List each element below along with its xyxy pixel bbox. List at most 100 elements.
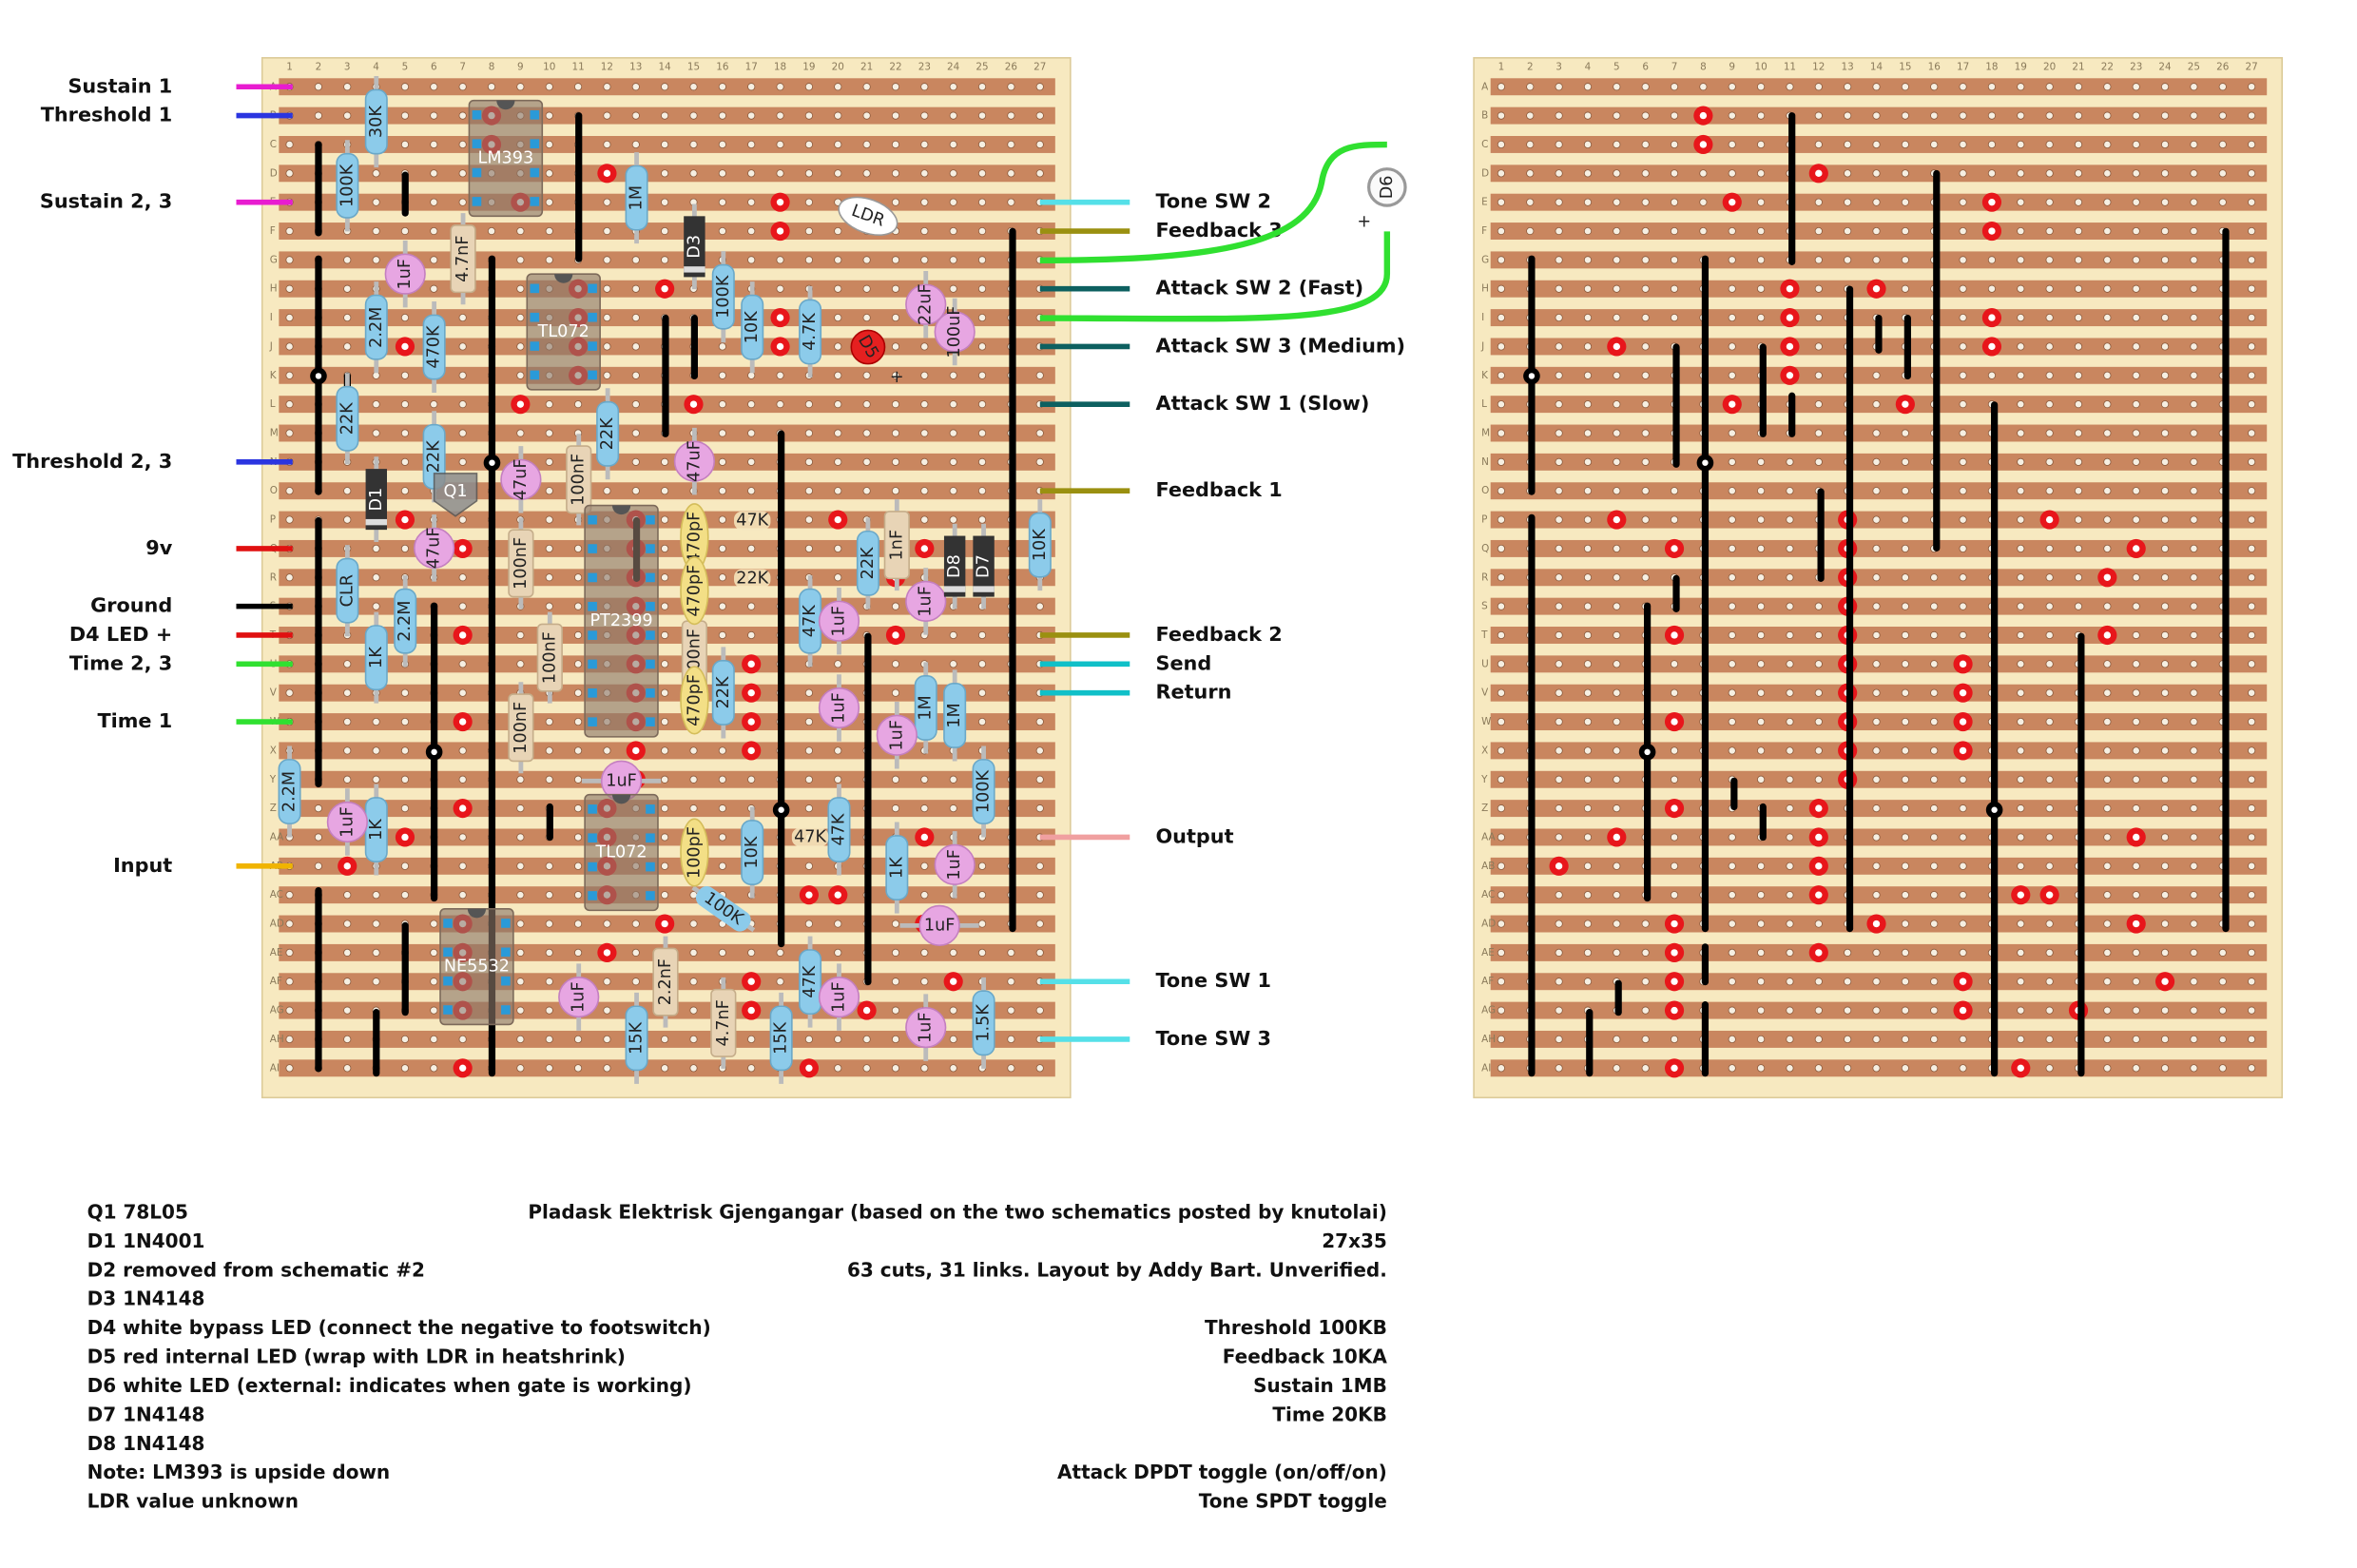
- component-label: 1K: [367, 819, 386, 841]
- hole: [1728, 833, 1736, 842]
- hole: [1007, 1064, 1015, 1073]
- component-label: 1K: [887, 857, 906, 879]
- hole: [1814, 602, 1823, 610]
- hole: [1728, 660, 1736, 668]
- hole: [2103, 891, 2112, 900]
- component-label: 100K: [338, 164, 357, 207]
- hole: [747, 602, 756, 610]
- hole: [661, 198, 669, 206]
- component-label: TL072: [594, 843, 647, 862]
- hole: [458, 457, 467, 466]
- diode-band: [684, 266, 705, 273]
- hole: [2160, 226, 2170, 236]
- wire-label: Attack SW 2 (Fast): [1155, 277, 1363, 300]
- hole: [1872, 169, 1881, 178]
- hole: [573, 1035, 583, 1044]
- ic-pad: [646, 891, 655, 900]
- hole: [458, 602, 467, 610]
- wire-label: Output: [1155, 824, 1233, 847]
- track-cut-hole: [1671, 1006, 1678, 1015]
- wire-label: Attack SW 1 (Slow): [1155, 392, 1369, 415]
- hole: [372, 602, 380, 610]
- hole: [573, 861, 583, 870]
- hole: [2132, 371, 2140, 379]
- ic-pad: [646, 717, 655, 726]
- hole: [1035, 602, 1044, 610]
- row-letter: M: [1481, 428, 1490, 439]
- hole: [2074, 140, 2083, 149]
- hole: [458, 573, 467, 582]
- electrolytic-capacitor: [905, 580, 947, 622]
- column-number: 16: [716, 61, 728, 72]
- hole: [2017, 717, 2025, 726]
- hole: [2103, 1035, 2112, 1044]
- wire-label: 9v: [145, 536, 172, 559]
- hole: [1583, 256, 1593, 264]
- hole: [487, 83, 496, 91]
- hole: [2103, 978, 2112, 986]
- hole: [977, 400, 987, 409]
- hole: [458, 1035, 467, 1044]
- hole: [2045, 861, 2054, 870]
- hole: [545, 457, 553, 466]
- hole: [400, 1035, 410, 1044]
- column-number: 7: [459, 61, 466, 72]
- hole: [776, 111, 784, 120]
- ic-pad: [588, 601, 597, 611]
- hole: [1959, 342, 1967, 351]
- hole: [400, 314, 410, 322]
- hole: [1583, 804, 1593, 813]
- hole: [747, 1064, 756, 1073]
- hole: [2132, 602, 2140, 610]
- resistor: [972, 990, 995, 1056]
- hole: [2248, 1064, 2256, 1073]
- hole: [977, 83, 987, 91]
- hole: [1583, 833, 1593, 842]
- hole: [1757, 573, 1766, 582]
- resistor: [799, 299, 822, 365]
- film-capacitor: [536, 623, 563, 692]
- hole: [1728, 515, 1736, 524]
- hole: [1497, 920, 1505, 928]
- ic-pad: [646, 601, 655, 611]
- hole: [2160, 342, 2170, 351]
- hole: [718, 573, 726, 582]
- hole: [949, 1035, 957, 1044]
- column-number: 20: [832, 61, 844, 72]
- hole: [631, 920, 640, 928]
- hole: [1844, 1035, 1852, 1044]
- ic-pad: [588, 312, 597, 322]
- wire-label: Tone SW 2: [1155, 190, 1270, 213]
- hole: [2103, 775, 2112, 784]
- hole: [1555, 111, 1563, 120]
- row-letter: Y: [269, 774, 277, 785]
- hole: [545, 891, 553, 900]
- hole: [487, 226, 496, 236]
- wire-label: Input: [113, 854, 172, 877]
- hole: [1583, 544, 1593, 553]
- hole: [2218, 169, 2227, 178]
- column-number: 10: [1754, 61, 1767, 72]
- track-cut-hole: [1729, 198, 1736, 206]
- hole: [834, 256, 842, 264]
- hole: [1728, 920, 1736, 928]
- column-number: 4: [373, 61, 379, 72]
- hole: [661, 457, 669, 466]
- hole: [1728, 256, 1736, 264]
- diode: [943, 535, 966, 597]
- hole: [1497, 226, 1505, 236]
- hole: [1872, 688, 1881, 697]
- hole: [400, 487, 410, 495]
- hole: [1872, 429, 1881, 437]
- hole: [689, 1006, 698, 1015]
- hole: [1844, 169, 1852, 178]
- hole: [1555, 978, 1563, 986]
- hole: [1757, 717, 1766, 726]
- hole: [1555, 891, 1563, 900]
- hole: [2190, 1064, 2198, 1073]
- track-cut-hole: [1815, 833, 1823, 842]
- hole: [516, 630, 525, 640]
- hole: [862, 256, 871, 264]
- film-capacitor: [508, 529, 534, 598]
